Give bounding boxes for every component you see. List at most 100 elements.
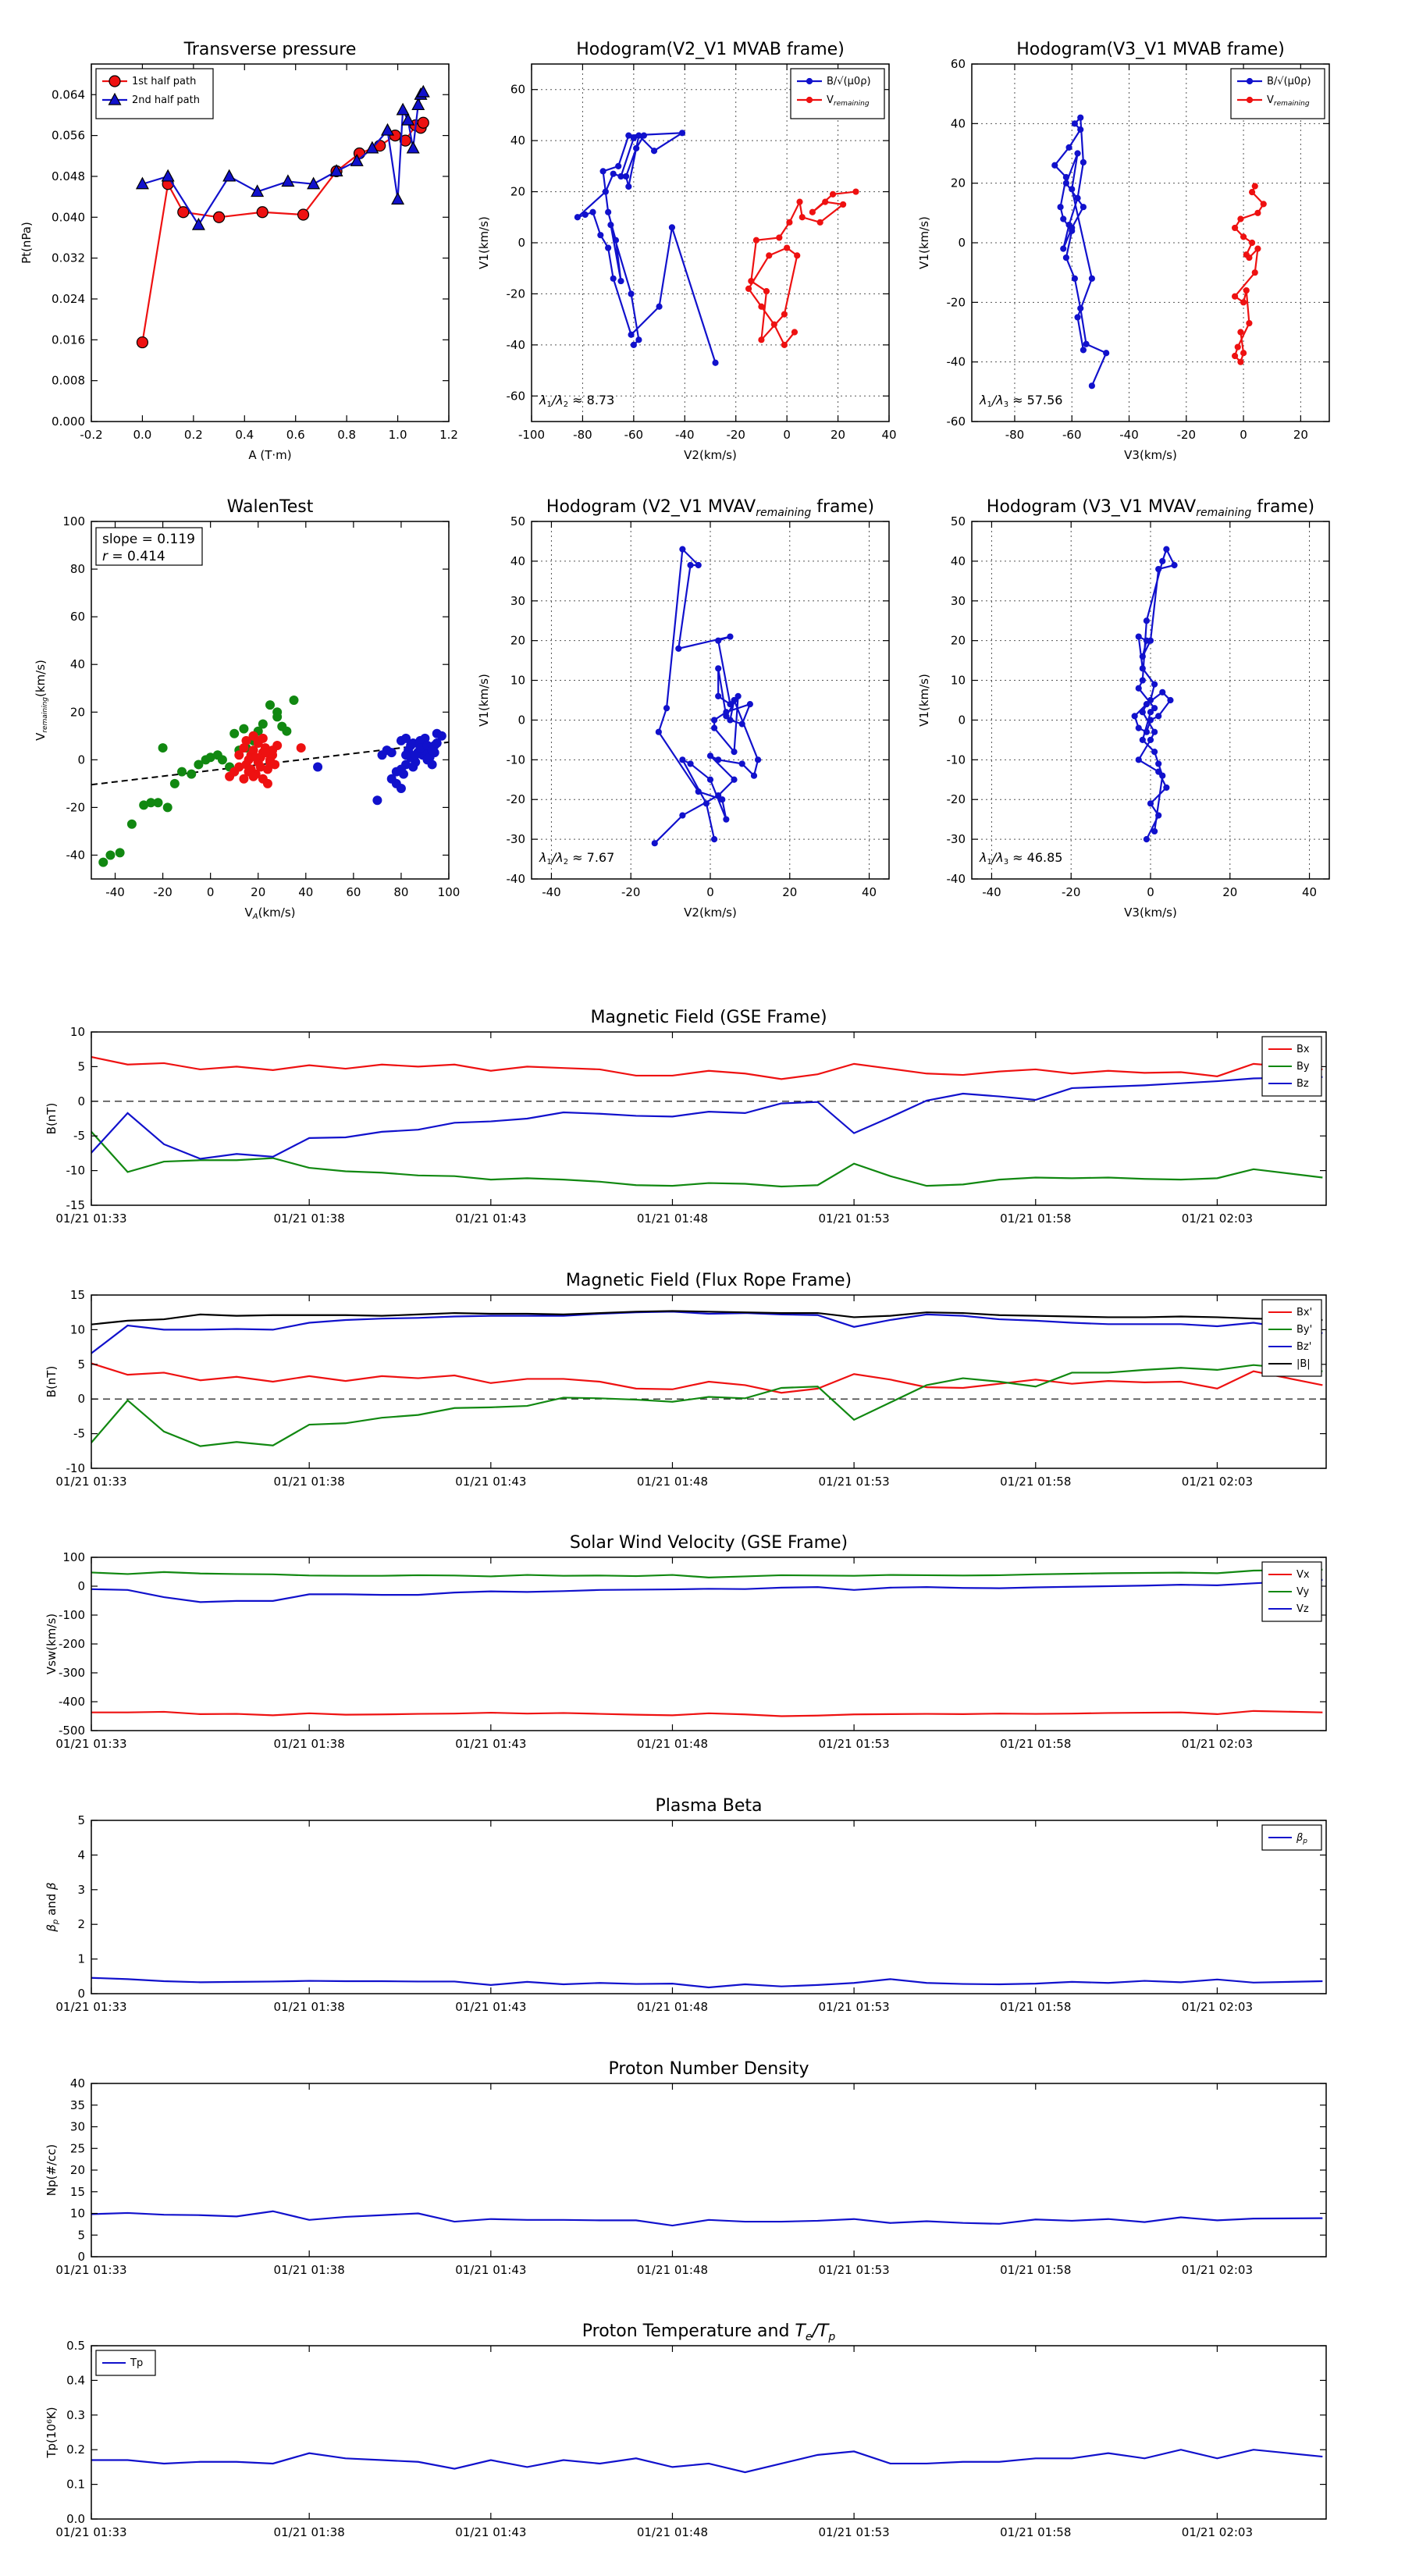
series-line bbox=[91, 2449, 1323, 2474]
legend: βp bbox=[1261, 1824, 1322, 1851]
scatter-point bbox=[282, 726, 292, 736]
data-point bbox=[633, 144, 640, 152]
data-point bbox=[745, 285, 752, 292]
x-tick-label: 0 bbox=[207, 885, 215, 899]
x-axis-label: V3(km/s) bbox=[1124, 906, 1177, 920]
scatter-point bbox=[217, 755, 227, 765]
y-tick-label: 5 bbox=[77, 1357, 85, 1372]
y-tick-label: -20 bbox=[947, 792, 966, 806]
y-tick-label: 2 bbox=[77, 1917, 85, 1931]
x-tick-label: 01/21 01:53 bbox=[819, 2263, 890, 2277]
scatter-point bbox=[415, 743, 425, 753]
y-axis-label: B(nT) bbox=[44, 1103, 59, 1135]
y-tick-label: 20 bbox=[510, 185, 525, 199]
data-point bbox=[1248, 239, 1256, 247]
plot-area bbox=[91, 2083, 1326, 2257]
x-tick-label: 01/21 01:38 bbox=[274, 1475, 345, 1489]
data-point bbox=[1062, 180, 1070, 187]
y-tick-label: -15 bbox=[66, 1198, 86, 1212]
y-tick-label: 60 bbox=[510, 83, 525, 97]
data-point bbox=[191, 217, 205, 230]
x-tick-label: 0.4 bbox=[235, 428, 254, 442]
data-point bbox=[710, 836, 718, 843]
data-point bbox=[710, 724, 718, 731]
data-point bbox=[806, 96, 813, 104]
x-tick-label: 0.0 bbox=[133, 428, 151, 442]
scatter-point bbox=[105, 850, 116, 860]
legend-label: Bz' bbox=[1297, 1341, 1311, 1353]
x-tick-label: 20 bbox=[831, 428, 845, 442]
x-tick-label: 100 bbox=[438, 885, 461, 899]
x-tick-label: -40 bbox=[1119, 428, 1139, 442]
chart-title: Proton Number Density bbox=[609, 2059, 809, 2079]
y-tick-label: 0.008 bbox=[52, 374, 85, 388]
x-tick-label: 01/21 02:03 bbox=[1182, 1475, 1253, 1489]
data-point bbox=[416, 84, 430, 98]
x-tick-label: 01/21 01:58 bbox=[1000, 2525, 1071, 2539]
plot-content bbox=[651, 546, 762, 847]
data-point bbox=[712, 359, 719, 366]
legend-box bbox=[790, 68, 885, 119]
legend-label: Vremaining bbox=[1267, 94, 1310, 108]
data-point bbox=[723, 816, 730, 823]
plot-area bbox=[91, 1820, 1326, 1994]
data-point bbox=[766, 252, 773, 259]
data-point bbox=[605, 244, 612, 251]
x-tick-label: 01/21 01:58 bbox=[1000, 1737, 1071, 1751]
data-point bbox=[758, 303, 765, 310]
data-point bbox=[1151, 681, 1158, 688]
data-point bbox=[597, 232, 604, 239]
scatter-point bbox=[262, 764, 272, 774]
x-tick-label: 01/21 01:53 bbox=[819, 1475, 890, 1489]
data-point bbox=[695, 788, 702, 795]
x-tick-label: 01/21 01:53 bbox=[819, 2000, 890, 2014]
data-point bbox=[1240, 299, 1247, 306]
data-point bbox=[391, 192, 405, 205]
data-point bbox=[1071, 275, 1079, 282]
plot-area bbox=[91, 1557, 1326, 1731]
data-point bbox=[679, 546, 686, 553]
x-tick-label: 0 bbox=[783, 428, 791, 442]
data-point bbox=[852, 188, 859, 195]
x-tick-label: 80 bbox=[393, 885, 408, 899]
data-point bbox=[625, 132, 632, 139]
y-tick-label: -10 bbox=[66, 1164, 86, 1178]
x-tick-label: -20 bbox=[726, 428, 745, 442]
data-point bbox=[715, 756, 722, 763]
y-axis-label: V1(km/s) bbox=[477, 674, 491, 727]
data-point bbox=[1231, 293, 1239, 300]
plot-content bbox=[91, 2210, 1323, 2227]
scatter-point bbox=[169, 778, 180, 788]
data-point bbox=[1260, 201, 1267, 208]
axes-frame bbox=[91, 521, 450, 880]
data-point bbox=[1246, 254, 1253, 262]
data-point bbox=[1251, 269, 1258, 276]
chart-tp: -0.2 0.0 0.2 0.4 0.6 0.8 1.0 1.2 0.000 0.008 0.016… bbox=[20, 40, 458, 462]
data-point bbox=[406, 141, 420, 154]
data-point bbox=[791, 329, 799, 336]
data-point bbox=[161, 169, 175, 182]
y-tick-label: 0 bbox=[77, 1579, 85, 1593]
x-tick-label: 01/21 01:33 bbox=[55, 2263, 126, 2277]
series-line bbox=[91, 1710, 1323, 1717]
data-point bbox=[602, 188, 609, 195]
scatter-point bbox=[289, 696, 299, 705]
data-point bbox=[829, 190, 837, 197]
slope-value: slope = 0.119 bbox=[102, 532, 195, 547]
x-tick-label: -40 bbox=[542, 885, 561, 899]
data-point bbox=[809, 208, 816, 215]
data-point bbox=[1246, 77, 1254, 85]
chart-title: Plasma Beta bbox=[656, 1796, 763, 1816]
y-tick-label: 5 bbox=[77, 1059, 85, 1073]
data-point bbox=[1080, 347, 1087, 354]
chart-hodo21: -100 -80 -60 -40 -20 0 20 40 -60 -40 -20 0 20 40 60 Hod… bbox=[477, 40, 897, 462]
y-tick-label: 40 bbox=[510, 554, 525, 568]
data-point bbox=[715, 665, 722, 672]
data-point bbox=[1163, 784, 1170, 792]
scatter-point bbox=[401, 750, 411, 760]
y-axis-label: Pt(nPa) bbox=[20, 222, 34, 264]
y-tick-label: 0.032 bbox=[52, 251, 85, 265]
y-tick-label: 0 bbox=[958, 236, 966, 250]
y-axis-label: βp and β bbox=[44, 1882, 60, 1933]
x-tick-label: 01/21 01:38 bbox=[274, 1737, 345, 1751]
